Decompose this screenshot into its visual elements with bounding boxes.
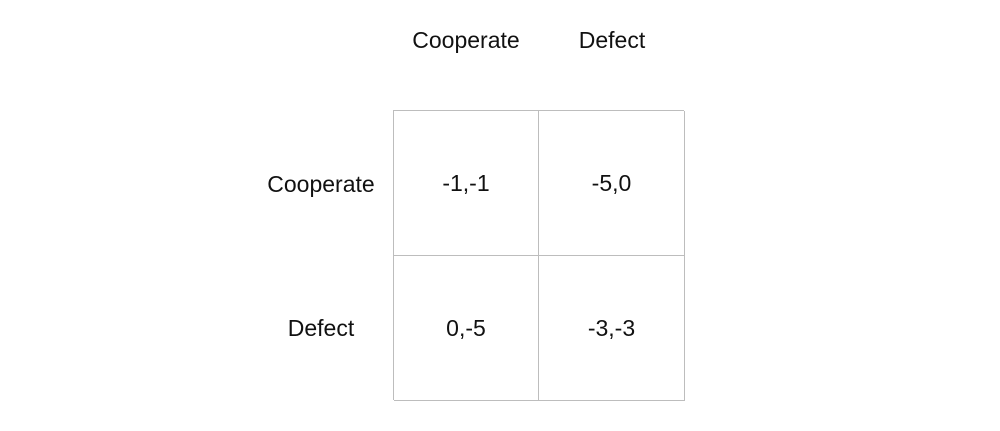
row-label-defect: Defect bbox=[287, 315, 355, 341]
column-label-defect: Defect bbox=[578, 27, 646, 53]
cell-cooperate-defect: -5,0 bbox=[539, 111, 685, 256]
row-label-cooperate: Cooperate bbox=[267, 171, 375, 197]
cell-defect-cooperate: 0,-5 bbox=[394, 256, 539, 401]
cell-defect-defect: -3,-3 bbox=[539, 256, 685, 401]
payoff-grid: -1,-1 -5,0 0,-5 -3,-3 bbox=[393, 110, 685, 401]
column-label-cooperate: Cooperate bbox=[412, 27, 520, 53]
cell-cooperate-cooperate: -1,-1 bbox=[394, 111, 539, 256]
